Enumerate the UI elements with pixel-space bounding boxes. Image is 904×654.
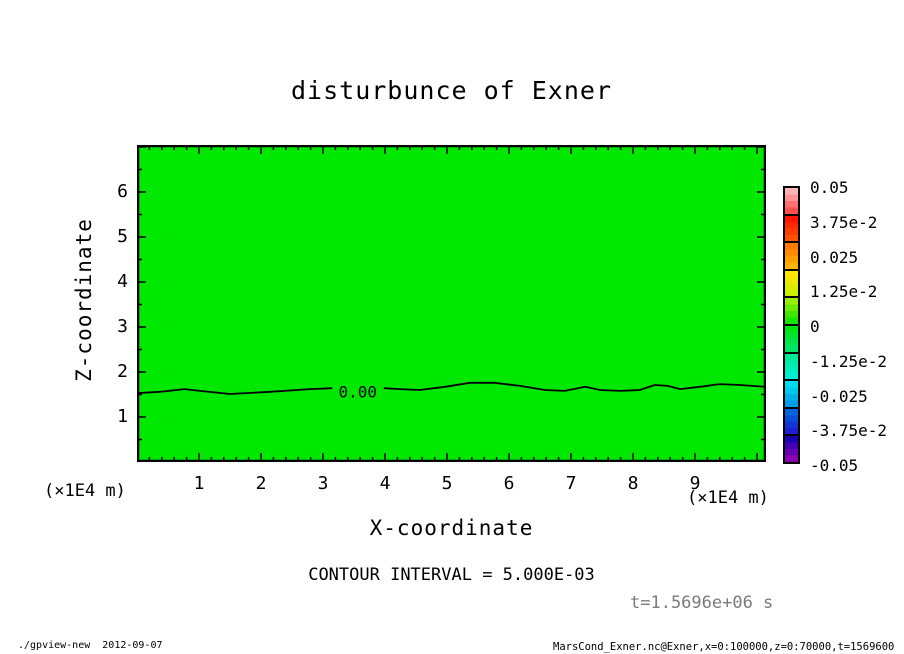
colorbar-segment [785,268,798,297]
y-tick-label: 3 [117,315,128,337]
colorbar-tick-label: 1.25e-2 [810,282,878,302]
y-tick-label: 5 [117,225,128,247]
x-tick-label: 5 [441,473,453,494]
colorbar-segment [785,296,798,324]
x-tick-label: 8 [627,473,639,494]
y-tick-label: 2 [117,360,128,382]
colorbar [783,186,800,464]
colorbar-tick-label: 3.75e-2 [810,212,878,232]
contour-plot [137,145,766,462]
colorbar-segment [785,188,798,214]
colorbar-segment [785,434,798,462]
y-tick-label: 6 [117,180,128,202]
colorbar-segment [785,323,798,352]
colorbar-tick-label: 0 [810,317,820,336]
colorbar-segment [785,379,798,407]
y-tick-label: 1 [117,405,128,427]
colorbar-segment [785,351,798,380]
chart-title: disturbunce of Exner [290,76,613,105]
time-annotation: t=1.5696e+06 s [630,593,774,613]
x-tick-label: 3 [317,473,329,494]
contour-interval-note: CONTOUR INTERVAL = 5.000E-03 [308,565,595,585]
footer-command: ./gpview-new 2012-09-07 [18,640,163,651]
colorbar-segment [785,241,798,269]
footer-source: MarsCond_Exner.nc@Exner,x=0:100000,z=0:7… [553,641,895,653]
y-unit-label: (×1E4 m) [44,481,126,501]
x-tick-label: 6 [503,473,515,494]
plot-area [137,145,766,462]
y-tick-label: 4 [117,270,128,292]
colorbar-tick-label: 0.05 [810,178,849,197]
contour-line-label: 0.00 [338,382,377,402]
colorbar-segment [785,406,798,435]
x-axis-title: X-coordinate [369,516,534,540]
x-tick-label: 7 [565,473,577,494]
colorbar-tick-label: -0.025 [810,386,868,406]
x-tick-label: 1 [193,473,205,494]
colorbar-tick-label: -3.75e-2 [810,421,888,441]
x-unit-label: (×1E4 m) [687,488,769,508]
x-tick-label: 4 [379,473,391,494]
colorbar-segment [785,213,798,242]
colorbar-tick-label: -0.05 [810,456,859,475]
x-tick-label: 2 [255,473,267,494]
colorbar-tick-label: -1.25e-2 [810,351,888,371]
x-tick-label: 9 [689,473,701,494]
colorbar-tick-label: 0.025 [810,247,859,267]
